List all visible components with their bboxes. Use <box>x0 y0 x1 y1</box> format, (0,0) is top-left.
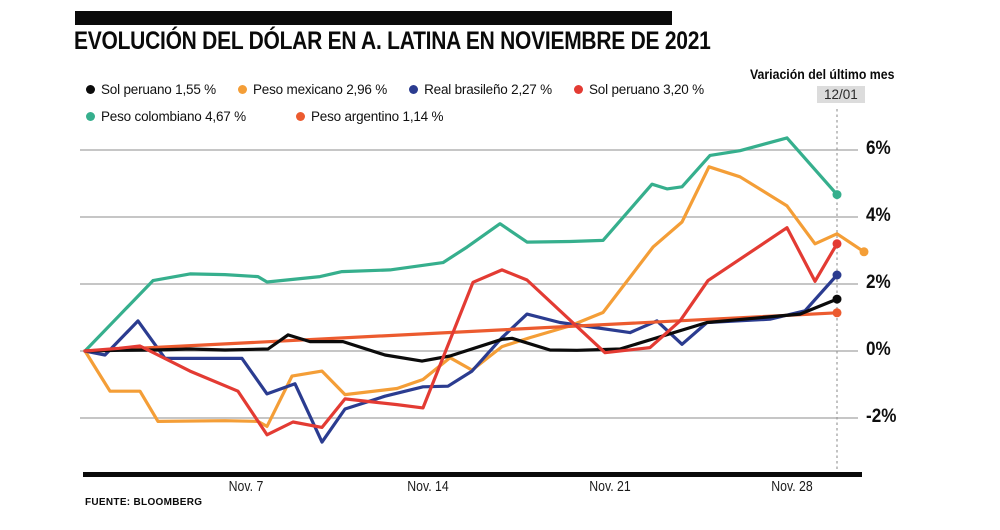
series-end-dot <box>832 270 842 280</box>
x-tick-label: Nov. 7 <box>228 478 264 495</box>
series-line-peso-colombiano <box>83 136 839 353</box>
legend-item-sol-peruano: Sol peruano 3,20 % <box>573 80 704 98</box>
legend-row-1: Sol peruano 1,55 % Peso mexicano 2,96 % Re… <box>86 80 704 98</box>
x-tick-label: Nov. 14 <box>407 478 449 495</box>
legend-item-peso-colombiano: Peso colombiano 4,67 % <box>86 107 246 125</box>
legend-label: Sol peruano 3,20 % <box>588 81 704 97</box>
series-line-peso-argentino <box>83 311 839 353</box>
y-tick-label: -2% <box>866 406 897 427</box>
source-credit: FUENTE: BLOOMBERG <box>85 497 203 508</box>
series-line-peso-mexicano <box>83 165 866 428</box>
series-line-real-brasileño <box>83 273 839 444</box>
series-line-sol-peruano <box>83 226 839 437</box>
annotation-title: Variación del último mes <box>750 66 895 82</box>
series-end-dot <box>832 308 842 318</box>
legend-item-real-brasileño: Real brasileño 2,27 % <box>409 80 552 98</box>
y-tick-label: 6% <box>866 138 891 159</box>
annotation-date-chip: 12/01 <box>817 86 865 103</box>
legend-dot-icon <box>238 84 247 94</box>
series-end-dot <box>859 247 869 257</box>
chart-title: EVOLUCIÓN DEL DÓLAR EN A. LATINA EN NOVI… <box>74 27 711 55</box>
legend-row-2: Peso colombiano 4,67 % Peso argentino 1,1… <box>86 107 444 125</box>
legend-label: Peso mexicano 2,96 % <box>253 81 388 97</box>
legend-label: Sol peruano 1,55 % <box>101 81 216 97</box>
y-tick-label: 4% <box>866 205 891 226</box>
y-tick-label: 2% <box>866 272 891 293</box>
legend-dot-icon <box>295 111 305 121</box>
y-tick-label: 0% <box>866 339 891 360</box>
x-tick-label: Nov. 28 <box>771 478 813 495</box>
legend-label: Peso colombiano 4,67 % <box>101 108 246 124</box>
legend-item-peso-mexicano: Peso mexicano 2,96 % <box>238 80 387 98</box>
x-axis-bar <box>83 472 862 477</box>
series-end-dot <box>832 294 842 304</box>
legend-label: Real brasileño 2,27 % <box>424 81 552 97</box>
series-end-dot <box>832 239 842 249</box>
legend-label: Peso argentino 1,14 % <box>310 108 444 124</box>
legend-dot-icon <box>409 84 419 94</box>
legend-dot-icon <box>86 84 95 94</box>
legend-dot-icon <box>86 111 95 121</box>
series-end-dot <box>832 190 842 200</box>
series-line-sol-peruano <box>83 297 839 363</box>
legend-item-peso-argentino: Peso argentino 1,14 % <box>295 107 444 125</box>
top-accent-bar <box>75 11 672 25</box>
x-tick-label: Nov. 21 <box>589 478 631 495</box>
legend-dot-icon <box>573 84 583 94</box>
legend-item-sol-peruano: Sol peruano 1,55 % <box>86 80 216 98</box>
